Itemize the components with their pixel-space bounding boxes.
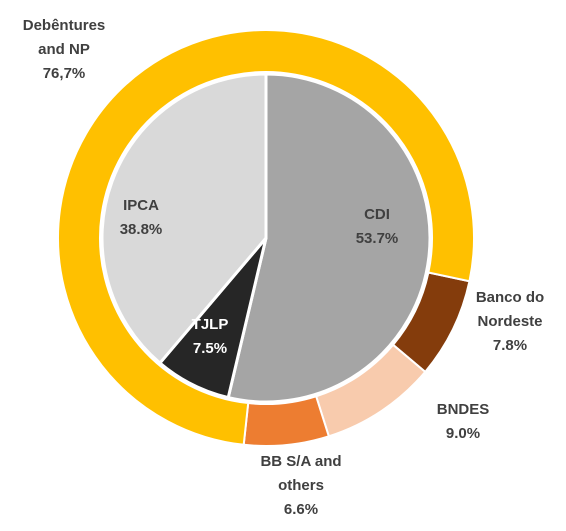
label-tjlp-value: 7.5% <box>192 340 228 357</box>
label-bb-sa: BB S/A and others 6.6% <box>246 450 356 522</box>
label-banco-do-nordeste: Banco do Nordeste 7.8% <box>456 286 564 358</box>
label-debentures-name-2: and NP <box>38 41 90 58</box>
label-bb-name-2: others <box>278 477 324 494</box>
label-cdi-value: 53.7% <box>355 230 399 247</box>
label-bb-name-1: BB S/A and <box>260 453 342 470</box>
ring-slice-bb-s-a-and-others <box>242 394 331 447</box>
label-bndes: BNDES 9.0% <box>418 398 508 446</box>
label-debentures: Debêntures and NP 76,7% <box>4 14 124 86</box>
label-cdi: CDI 53.7% <box>340 203 414 251</box>
label-bndes-value: 9.0% <box>445 425 481 442</box>
ring-slice-deb-ntures-and-np <box>57 29 475 446</box>
label-banco-name-1: Banco do <box>475 289 545 306</box>
label-cdi-name: CDI <box>364 206 390 223</box>
label-ipca: IPCA 38.8% <box>104 194 178 242</box>
label-banco-value: 7.8% <box>492 337 528 354</box>
label-debentures-name-1: Debêntures <box>22 17 106 34</box>
pie-slice-ipca <box>100 72 268 366</box>
label-bndes-name: BNDES <box>436 401 490 418</box>
label-bb-value: 6.6% <box>283 501 319 518</box>
label-ipca-name: IPCA <box>123 197 159 214</box>
label-banco-name-2: Nordeste <box>477 313 543 330</box>
label-ipca-value: 38.8% <box>119 221 163 238</box>
label-debentures-value: 76,7% <box>42 65 86 82</box>
label-tjlp-name: TJLP <box>191 316 229 333</box>
pie-slice-cdi <box>226 72 432 404</box>
label-tjlp: TJLP 7.5% <box>180 313 240 361</box>
